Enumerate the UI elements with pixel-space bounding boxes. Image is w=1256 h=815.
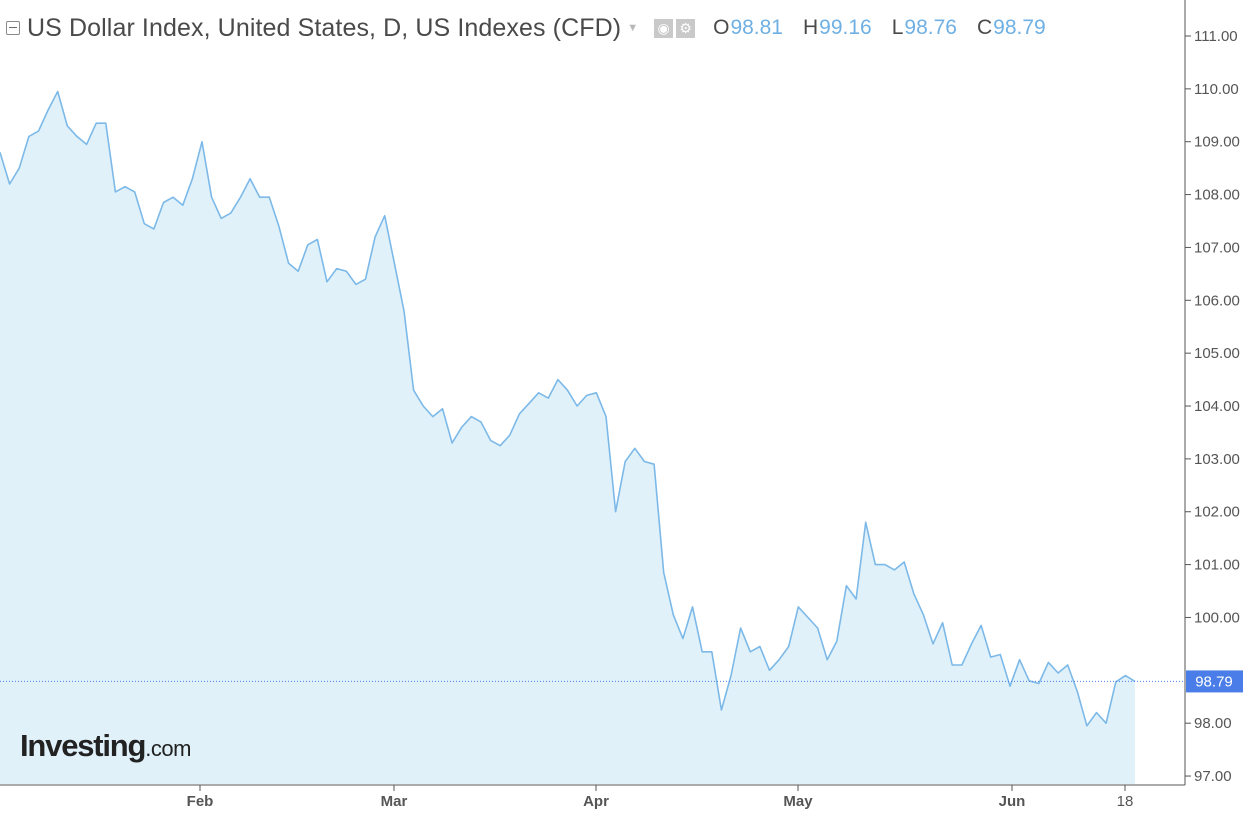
y-tick-label: 109.00 (1194, 134, 1240, 151)
y-tick-label: 103.00 (1194, 451, 1240, 468)
y-axis-ticks: 111.00 110.00 109.00 108.00 107.00 106.00 105.… (1185, 28, 1240, 785)
y-tick-label: 108.00 (1194, 187, 1240, 204)
last-price-tag-background (1186, 670, 1243, 693)
y-tick-label: 105.00 (1194, 345, 1240, 362)
chart-header: US Dollar Index, United States, D, US In… (6, 12, 1066, 44)
x-axis-ticks: Feb Mar Apr May Jun 18 (187, 785, 1134, 810)
ohlc-low: L98.76 (891, 16, 957, 39)
y-tick-label: 106.00 (1194, 292, 1240, 309)
y-tick-label: 100.00 (1194, 609, 1240, 626)
ohlc-close: C98.79 (976, 16, 1046, 39)
x-tick-label: Jun (999, 793, 1026, 810)
x-tick-label: Feb (187, 793, 214, 810)
chart-title: US Dollar Index, United States, D, US In… (27, 13, 622, 42)
ohlc-values: O98.81 H99.16 L98.76 C98.79 (713, 16, 1066, 40)
y-tick-label: 104.00 (1194, 398, 1240, 415)
price-line (0, 90, 1136, 727)
x-tick-label: 18 (1117, 793, 1134, 810)
gear-icon[interactable]: ⚙ (676, 18, 696, 38)
x-tick-label: Apr (583, 793, 609, 810)
x-tick-label: May (783, 793, 813, 810)
eye-icon[interactable]: ◉ (654, 18, 674, 38)
investing-logo: Investing.com (20, 728, 191, 763)
collapse-icon[interactable] (6, 21, 20, 35)
x-tick-label: Mar (381, 793, 408, 810)
ohlc-open: O98.81 (713, 16, 783, 39)
y-tick-label: 101.00 (1194, 557, 1240, 574)
y-tick-label: 107.00 (1194, 239, 1240, 256)
y-tick-label: 102.00 (1194, 504, 1240, 521)
y-tick-label: 98.00 (1194, 715, 1232, 732)
y-tick-label: 111.00 (1194, 28, 1238, 45)
last-price-tag: 98.79 (1186, 670, 1243, 693)
y-tick-label: 97.00 (1194, 768, 1232, 785)
ohlc-high: H99.16 (803, 16, 872, 39)
last-price-label: 98.79 (1195, 673, 1233, 690)
price-area-fill (0, 91, 1135, 784)
caret-down-icon[interactable]: ▼ (627, 22, 639, 34)
y-tick-label: 110.00 (1194, 81, 1239, 98)
